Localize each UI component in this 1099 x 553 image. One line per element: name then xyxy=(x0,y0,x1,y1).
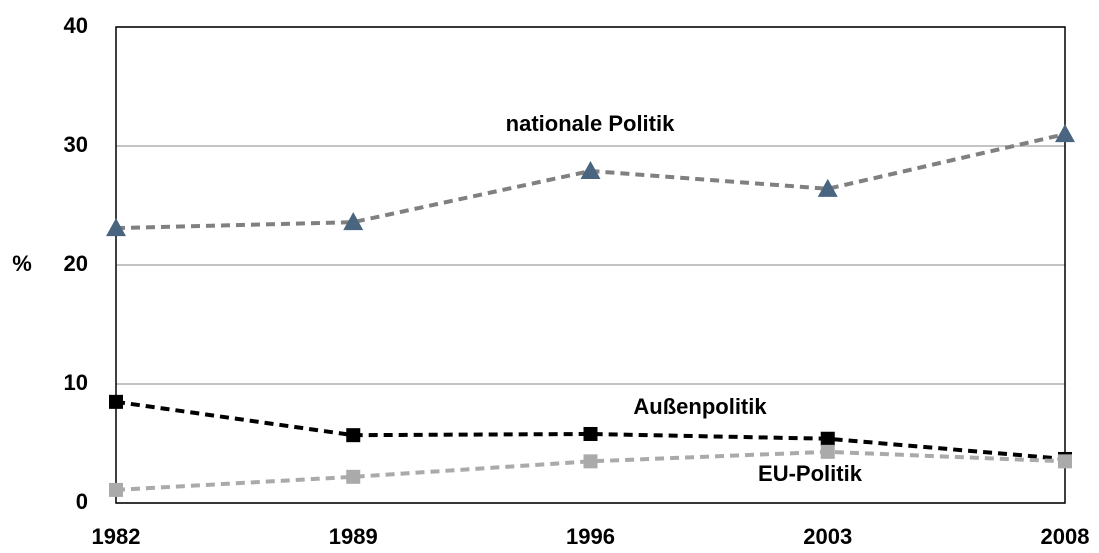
y-tick-label: 10 xyxy=(64,370,88,395)
marker xyxy=(817,178,838,197)
y-tick-label: 0 xyxy=(76,489,88,514)
marker xyxy=(346,428,361,443)
marker xyxy=(109,394,123,409)
marker xyxy=(580,160,601,179)
series-label: nationale Politik xyxy=(506,111,675,136)
marker xyxy=(583,426,598,441)
plot-frame xyxy=(115,26,1066,504)
y-tick-label: 20 xyxy=(64,251,88,276)
y-axis-label: % xyxy=(12,251,32,276)
series-label: EU-Politik xyxy=(758,461,863,486)
marker xyxy=(106,218,126,237)
marker xyxy=(109,482,123,497)
x-tick-label: 1989 xyxy=(329,524,378,549)
x-tick-label: 2003 xyxy=(803,524,852,549)
marker xyxy=(343,212,364,231)
marker xyxy=(583,454,598,469)
y-tick-label: 30 xyxy=(64,132,88,157)
series-label: Außenpolitik xyxy=(633,394,767,419)
y-tick-label: 40 xyxy=(64,13,88,38)
marker xyxy=(820,431,835,446)
series-line xyxy=(115,449,1066,492)
x-tick-label: 1982 xyxy=(92,524,141,549)
series-line xyxy=(115,132,1066,231)
marker xyxy=(1055,124,1075,143)
x-tick-label: 2008 xyxy=(1041,524,1090,549)
marker xyxy=(1058,454,1072,469)
x-tick-label: 1996 xyxy=(566,524,615,549)
marker xyxy=(820,444,835,459)
marker xyxy=(346,469,361,484)
